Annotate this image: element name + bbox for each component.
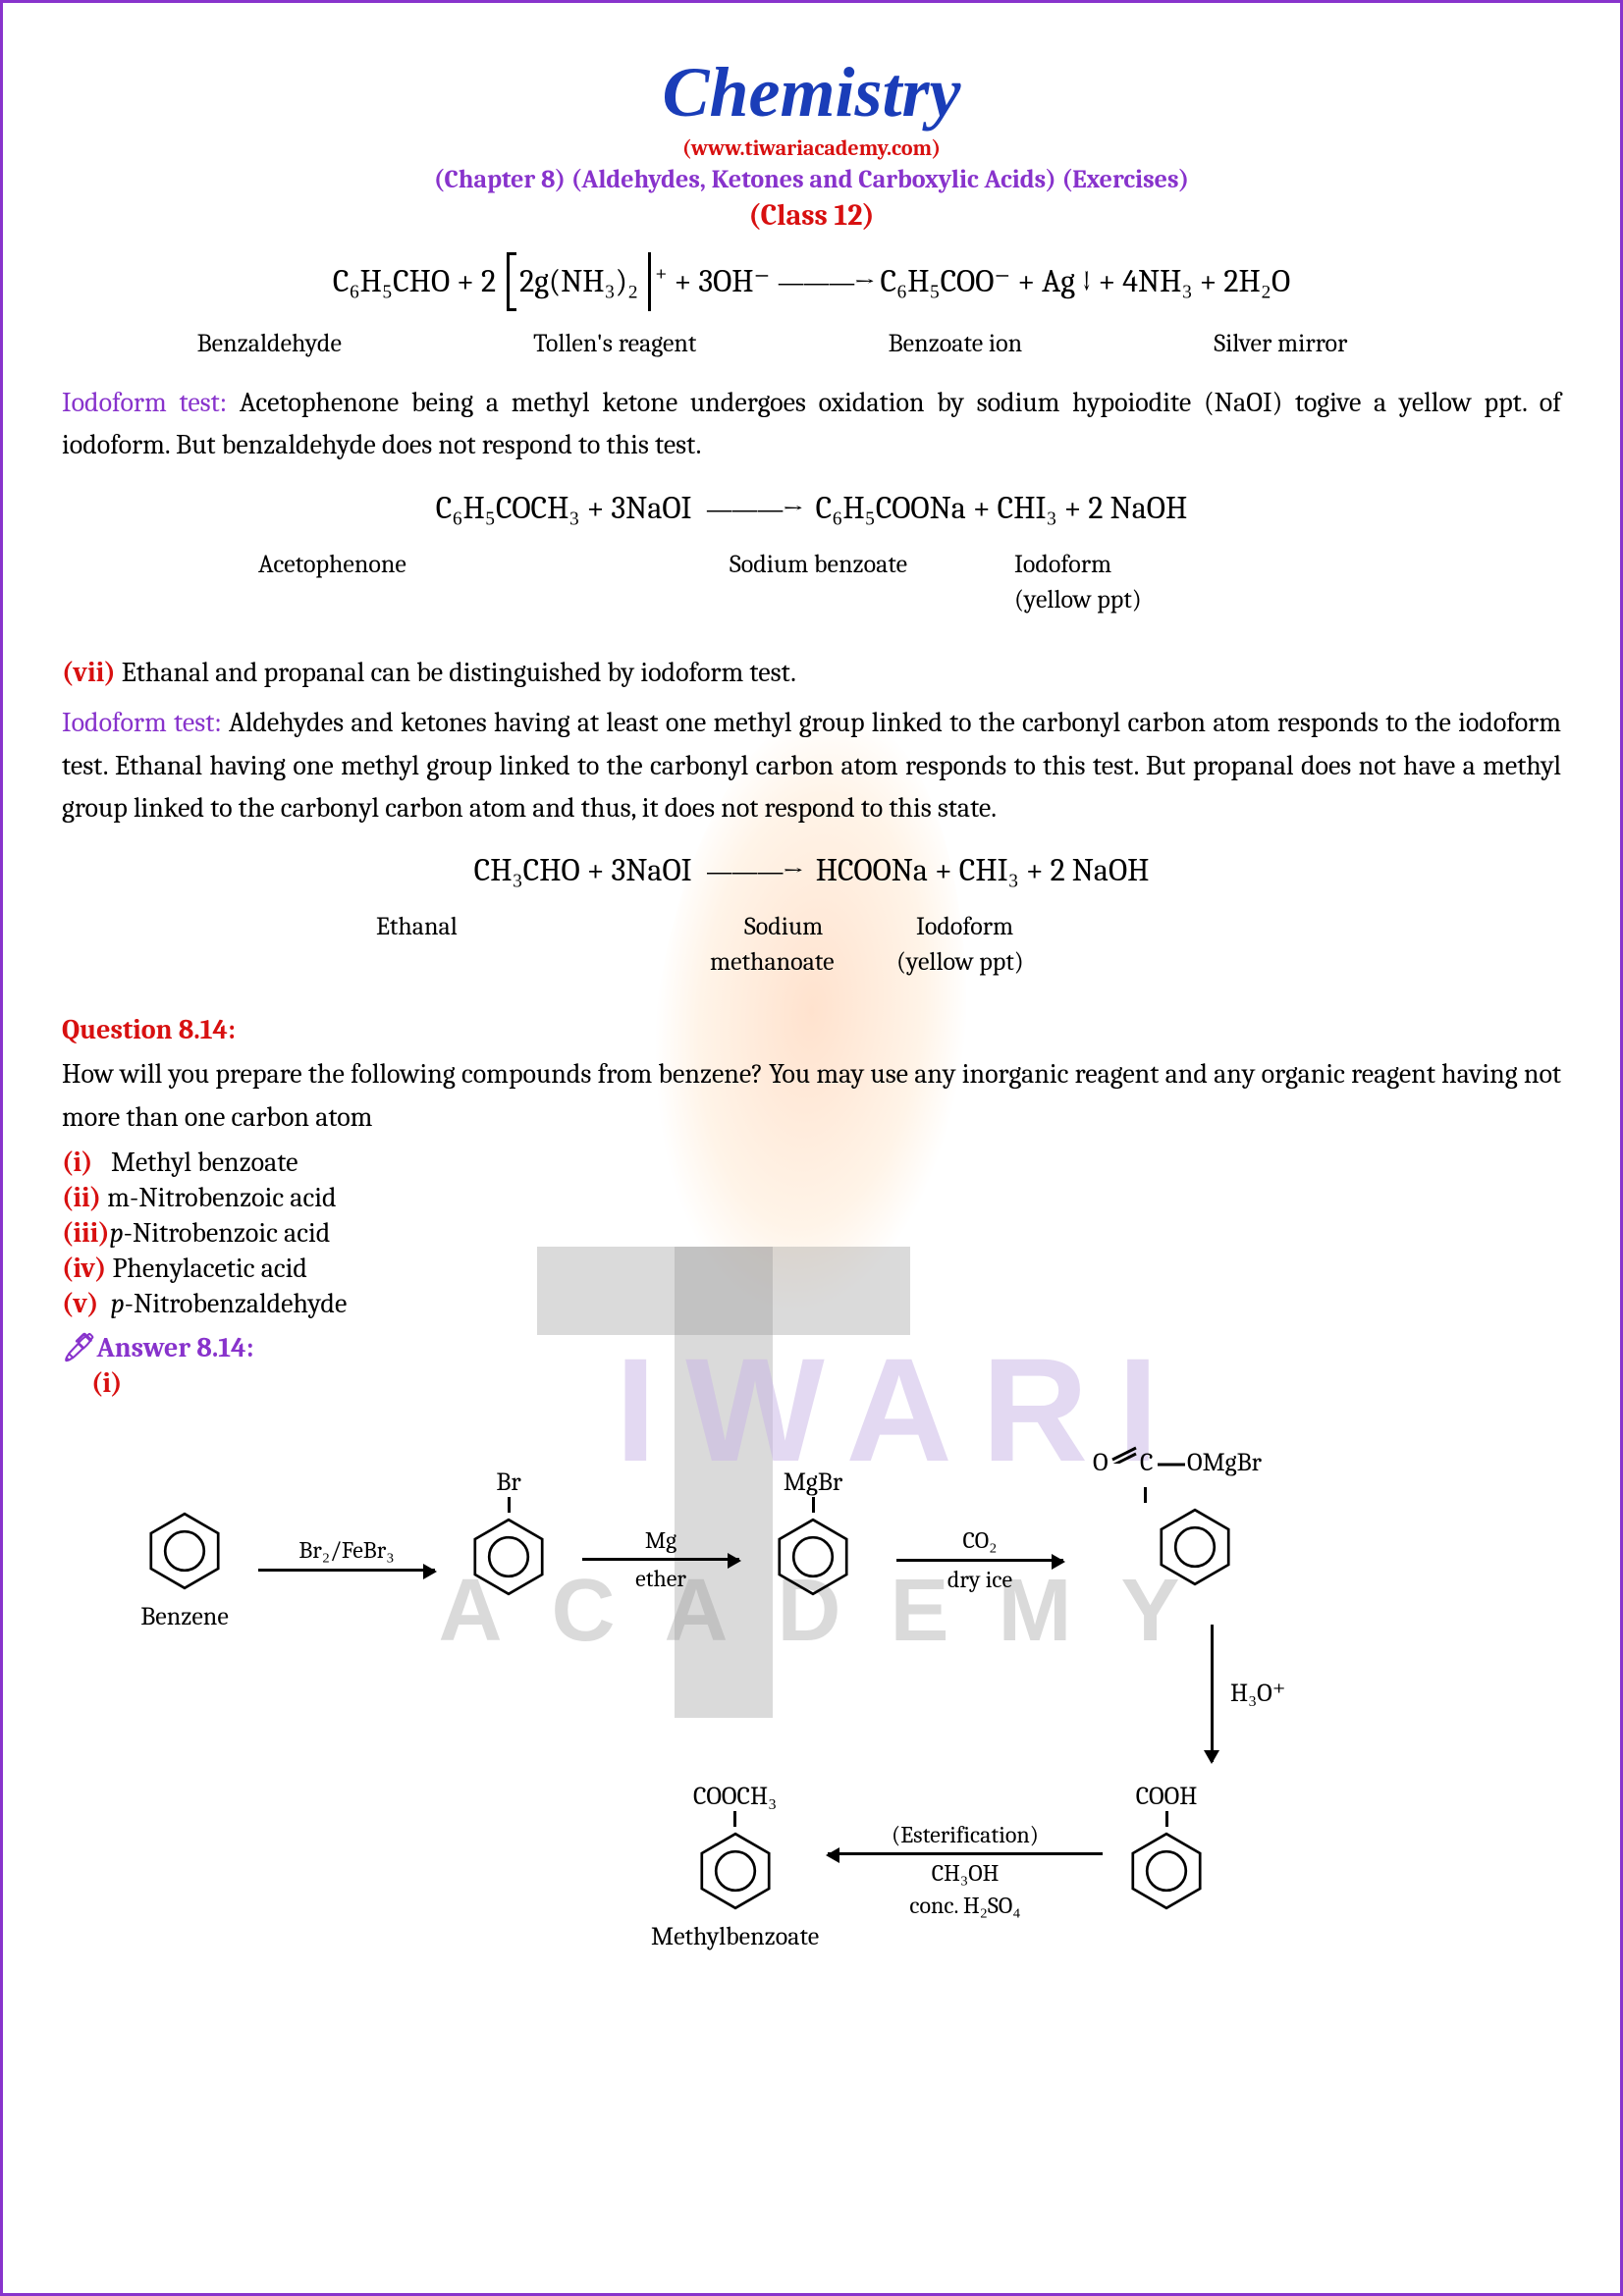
chapter-line: (Chapter 8) (Aldehydes, Ketones and Carb…	[62, 165, 1561, 194]
eq2-l1: Acetophenone	[258, 550, 406, 579]
list-item: (v) p-Nitrobenzaldehyde	[62, 1288, 1561, 1319]
arrow-step1: Br₂/FeBr₃	[258, 1536, 435, 1572]
question-text: How will you prepare the following compo…	[62, 1053, 1561, 1139]
eq3-rhs: HCOONa + CHI₃ + 2 NaOH	[816, 852, 1150, 888]
eq2-rhs: C₆H₅COONa + CHI₃ + 2 NaOH	[816, 490, 1188, 526]
omgbr-o: O	[1093, 1448, 1109, 1477]
eq1-plus4: + 4NH₃	[1098, 263, 1192, 299]
reaction-scheme: Benzene Br₂/FeBr₃ Br Mg ether	[62, 1428, 1561, 2096]
eq3-l2: Sodium	[744, 912, 823, 941]
iodoform2-para: Iodoform test: Aldehydes and ketones hav…	[62, 702, 1561, 829]
cooh-label: COOH	[1122, 1782, 1211, 1811]
equation-iodoform-ethanal: CH₃CHO + 3NaOI ———→ HCOONa + CHI₃ + 2 Na…	[62, 847, 1561, 894]
eq2-lhs: C₆H₅COCH₃ + 3NaOI	[436, 490, 692, 526]
eq3-labels: Ethanal Sodium methanoate Iodoform (yell…	[62, 912, 1561, 990]
list-item: (i) Methyl benzoate	[62, 1147, 1561, 1178]
page-title: Chemistry	[62, 52, 1561, 133]
benzene-ring-icon	[1151, 1503, 1239, 1591]
eq3-l2b: methanoate	[710, 947, 835, 977]
omgbr-label: OMgBr	[1187, 1448, 1262, 1477]
step5-b2: conc. H₂SO₄	[828, 1892, 1103, 1920]
node-phmgbr: MgBr	[769, 1468, 857, 1608]
eq1-plus2: + 3OH⁻	[675, 263, 771, 299]
iodoform1-label: Iodoform test:	[62, 387, 227, 418]
iodoform2-text: Aldehydes and ketones having at least on…	[62, 707, 1561, 824]
vii-num: (vii)	[62, 657, 116, 688]
eq1-complex: 2g(NH₃)₂	[507, 252, 651, 311]
benzene-ring-icon	[1122, 1827, 1211, 1915]
vii-line: (vii) Ethanal and propanal can be distin…	[62, 652, 1561, 694]
benzene-label: Benzene	[140, 1602, 229, 1631]
arrow-step2: Mg ether	[582, 1526, 739, 1592]
eq1-plus5: + 2H₂O	[1200, 263, 1290, 299]
node-benzoic-acid: COOH	[1122, 1782, 1211, 1922]
list-item: (iii)p-Nitrobenzoic acid	[62, 1217, 1561, 1249]
eq1-charge: +	[655, 260, 667, 286]
eq2-l3: Iodoform	[1014, 550, 1111, 579]
eq1-plus3: +	[1017, 263, 1035, 299]
eq3-l1: Ethanal	[376, 912, 458, 941]
answer-title: 🖊Answer 8.14:	[62, 1331, 1561, 1363]
step5-above: (Esterification)	[828, 1821, 1103, 1848]
cooch3-label: COOCH₃	[651, 1782, 819, 1811]
eq1-r1: C₆H₅CHO	[333, 263, 450, 299]
benzene-ring-icon	[769, 1513, 857, 1601]
br-label: Br	[464, 1468, 553, 1497]
eq1-l2: Tollen's reagent	[533, 329, 696, 358]
eq1-l4: Silver mirror	[1214, 329, 1347, 358]
mgbr-label: MgBr	[769, 1468, 857, 1497]
arrow-step3: CO₂ dry ice	[896, 1526, 1063, 1593]
eq1-p1: C₆H₅COO⁻	[880, 263, 1010, 299]
node-bromobenzene: Br	[464, 1468, 553, 1608]
eq2-l4: (yellow ppt)	[1014, 585, 1142, 614]
content: Chemistry (www.tiwariacademy.com) (Chapt…	[62, 52, 1561, 2096]
equation-tollens: C₆H₅CHO + 2 2g(NH₃)₂+ + 3OH⁻ ———→ C₆H₅CO…	[62, 252, 1561, 311]
eq3-lhs: CH₃CHO + 3NaOI	[474, 852, 692, 888]
iodoform2-label: Iodoform test:	[62, 707, 222, 738]
step4-label: H₃O⁺	[1230, 1679, 1285, 1708]
eq1-plus1: + 2	[457, 263, 496, 299]
answer-part-i: (i)	[91, 1367, 1561, 1399]
step5-b1: CH₃OH	[828, 1859, 1103, 1888]
arrow-step4	[1211, 1625, 1214, 1762]
benzene-ring-icon	[691, 1827, 780, 1915]
list-item: (iv) Phenylacetic acid	[62, 1253, 1561, 1284]
eq2-arrow: ———→	[706, 494, 802, 525]
question-title: Question 8.14:	[62, 1014, 1561, 1045]
arrow-step5: (Esterification) CH₃OH conc. H₂SO₄	[828, 1821, 1103, 1920]
iodoform1-para: Iodoform test: Acetophenone being a meth…	[62, 382, 1561, 467]
final-label: Methylbenzoate	[651, 1922, 819, 1951]
vii-text: Ethanal and propanal can be distinguishe…	[116, 657, 796, 688]
eq2-l2: Sodium benzoate	[730, 550, 907, 579]
eq2-labels: Acetophenone Sodium benzoate Iodoform (y…	[62, 550, 1561, 628]
eq1-labels: Benzaldehyde Tollen's reagent Benzoate i…	[62, 329, 1561, 358]
node-methylbenzoate: COOCH₃ Methylbenzoate	[651, 1782, 819, 1951]
equation-iodoform-acetophenone: C₆H₅COCH₃ + 3NaOI ———→ C₆H₅COONa + CHI₃ …	[62, 485, 1561, 532]
node-omgbr: O C OMgBr	[1093, 1438, 1289, 1598]
eq1-p2: Ag ↓	[1042, 263, 1091, 299]
website-link: (www.tiwariacademy.com)	[62, 135, 1561, 161]
page: IWARI ACADEMY Chemistry (www.tiwariacade…	[0, 0, 1623, 2296]
iodoform1-text: Acetophenone being a methyl ketone under…	[62, 387, 1561, 460]
list-item: (ii) m-Nitrobenzoic acid	[62, 1182, 1561, 1213]
omgbr-c: C	[1140, 1448, 1154, 1477]
benzene-ring-icon	[140, 1507, 229, 1595]
class-line: (Class 12)	[62, 198, 1561, 233]
eq3-l3b: (yellow ppt)	[896, 947, 1024, 977]
node-benzene: Benzene	[140, 1507, 229, 1631]
eq1-arrow: ———→	[777, 267, 873, 298]
eq1-l1: Benzaldehyde	[197, 329, 342, 358]
eq1-l3: Benzoate ion	[889, 329, 1022, 358]
eq3-arrow: ———→	[706, 856, 802, 887]
eq3-l3: Iodoform	[916, 912, 1013, 941]
benzene-ring-icon	[464, 1513, 553, 1601]
